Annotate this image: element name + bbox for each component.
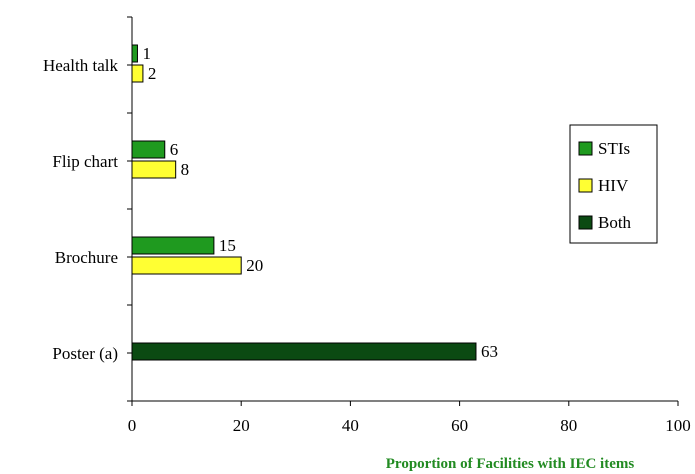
bar-hiv-brochure	[131, 256, 242, 275]
x-tick-label: 0	[128, 416, 137, 435]
x-tick-label: 20	[233, 416, 250, 435]
category-label-poster-a: Poster (a)	[52, 344, 118, 363]
bar-hiv-health-talk	[131, 64, 144, 83]
legend: STIs HIV Both	[569, 124, 658, 244]
bar-hiv-flip-chart	[131, 160, 177, 179]
legend-swatch-hiv	[578, 178, 593, 193]
bar-value-stis-brochure: 15	[219, 236, 236, 255]
legend-swatch-stis	[578, 141, 593, 156]
x-axis-label: Proportion of Facilities with IEC items	[386, 456, 635, 472]
bar-value-hiv-flip-chart: 8	[181, 160, 190, 179]
x-axis-ticks	[131, 401, 679, 406]
legend-label-both: Both	[598, 213, 632, 232]
bar-value-both-poster-a: 63	[481, 342, 498, 361]
category-labels: Health talk Flip chart Brochure Poster (a)	[43, 56, 119, 363]
bar-value-hiv-health-talk: 2	[148, 64, 157, 83]
category-label-brochure: Brochure	[55, 248, 118, 267]
bar-stis-health-talk	[131, 44, 138, 63]
y-axis-ticks	[127, 16, 132, 402]
bar-value-stis-flip-chart: 6	[170, 140, 179, 159]
bar-value-labels: 12 68 15 20 63	[142, 44, 498, 361]
bar-both-poster-a	[131, 342, 477, 361]
x-tick-label: 60	[451, 416, 468, 435]
x-tick-labels: 0 20 40 60 80 100	[128, 416, 691, 435]
bars	[131, 44, 477, 361]
x-tick-label: 80	[560, 416, 577, 435]
bar-stis-brochure	[131, 236, 215, 255]
bar-stis-flip-chart	[131, 140, 166, 159]
legend-label-stis: STIs	[598, 139, 630, 158]
x-tick-label: 100	[665, 416, 691, 435]
bar-value-stis-health-talk: 1	[142, 44, 151, 63]
category-label-health-talk: Health talk	[43, 56, 119, 75]
bar-value-hiv-brochure: 20	[246, 256, 263, 275]
x-tick-label: 40	[342, 416, 359, 435]
legend-label-hiv: HIV	[598, 176, 629, 195]
legend-swatch-both	[578, 215, 593, 230]
category-label-flip-chart: Flip chart	[52, 152, 118, 171]
